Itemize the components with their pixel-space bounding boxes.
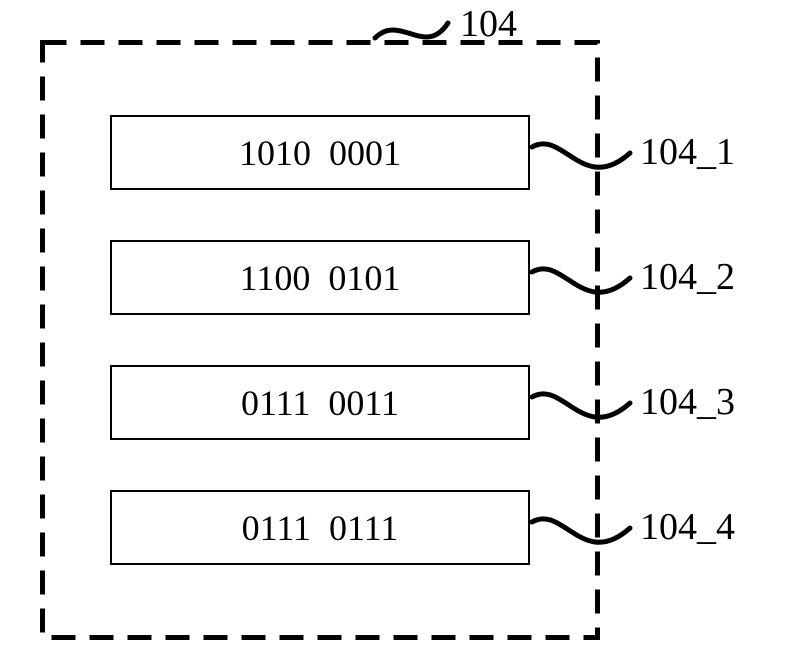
- cell-value: 0111 0011: [241, 382, 399, 424]
- ref-label: 104_4: [640, 505, 735, 549]
- cell-value: 1010 0001: [239, 132, 401, 174]
- ref-label-104: 104: [460, 2, 517, 46]
- cell-value: 0111 0111: [242, 507, 399, 549]
- ref-label: 104_2: [640, 255, 735, 299]
- ref-connector: [528, 260, 638, 310]
- memory-cell: 1010 0001: [110, 115, 530, 190]
- memory-cell: 1100 0101: [110, 240, 530, 315]
- ref-label: 104_1: [640, 130, 735, 174]
- ref-connector: [528, 135, 638, 185]
- ref-label: 104_3: [640, 380, 735, 424]
- memory-cell: 0111 0111: [110, 490, 530, 565]
- diagram-canvas: 104 1010 0001 104_1 1100 0101 104_2 0111 001…: [0, 0, 807, 667]
- ref-connector: [528, 385, 638, 435]
- ref-curve-104: [370, 8, 450, 46]
- ref-connector: [528, 510, 638, 560]
- cell-value: 1100 0101: [240, 257, 401, 299]
- memory-cell: 0111 0011: [110, 365, 530, 440]
